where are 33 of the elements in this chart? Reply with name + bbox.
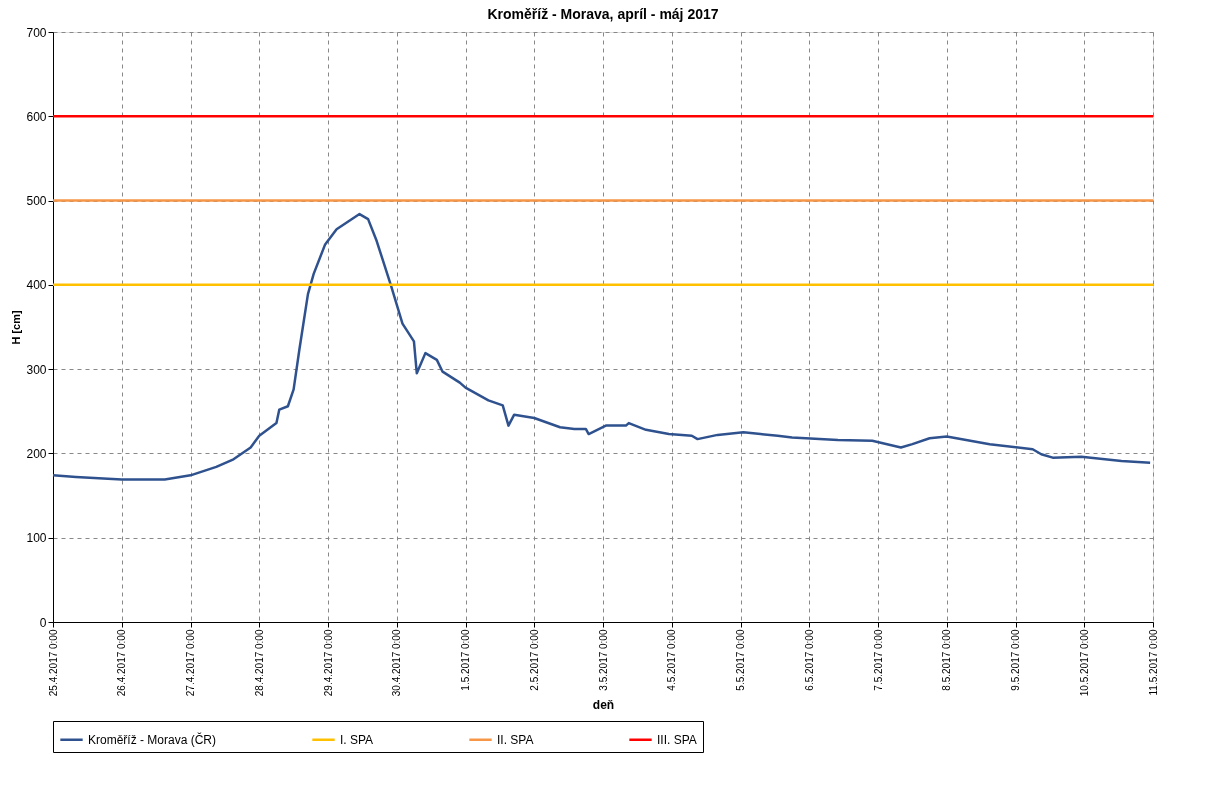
- y-tick-label: 700: [26, 25, 47, 40]
- x-tick-label: 9.5.2017 0:00: [1010, 629, 1021, 691]
- x-tick-label: 6.5.2017 0:00: [803, 629, 815, 691]
- x-tick-label: 7.5.2017 0:00: [872, 629, 884, 691]
- y-tick-label: 600: [26, 109, 47, 124]
- x-tick-label: 28.4.2017 0:00: [253, 629, 265, 697]
- y-axis-title: H [cm]: [10, 310, 23, 345]
- legend-label: II. SPA: [497, 732, 534, 747]
- x-tick-label: 11.5.2017 0:00: [1147, 629, 1159, 696]
- y-tick-label: 100: [26, 531, 47, 546]
- y-tick-label: 500: [26, 194, 47, 209]
- y-tick-label: 300: [26, 362, 47, 377]
- x-tick-label: 2.5.2017 0:00: [528, 629, 540, 691]
- x-tick-label: 3.5.2017 0:00: [597, 629, 609, 691]
- y-tick-label: 200: [26, 446, 47, 461]
- x-tick-label: 4.5.2017 0:00: [666, 629, 678, 691]
- x-tick-label: 30.4.2017 0:00: [391, 629, 403, 697]
- x-tick-label: 29.4.2017 0:00: [322, 629, 334, 697]
- y-tick-label: 0: [39, 615, 47, 630]
- x-tick-label: 8.5.2017 0:00: [941, 629, 953, 691]
- legend-label: III. SPA: [657, 732, 697, 747]
- legend-label: I. SPA: [340, 732, 374, 747]
- x-tick-label: 26.4.2017 0:00: [116, 629, 128, 697]
- x-tick-label: 25.4.2017 0:00: [47, 629, 59, 697]
- chart-title: Kroměříž - Morava, apríl - máj 2017: [487, 6, 719, 22]
- x-tick-label: 1.5.2017 0:00: [460, 629, 471, 691]
- x-tick-label: 5.5.2017 0:00: [735, 629, 746, 691]
- x-tick-label: 10.5.2017 0:00: [1078, 629, 1090, 697]
- legend-label: Kroměříž - Morava (ČR): [88, 731, 217, 747]
- x-tick-label: 27.4.2017 0:00: [185, 629, 196, 697]
- y-tick-label: 400: [26, 278, 47, 293]
- x-axis-title: deň: [592, 698, 615, 713]
- line-series: [51, 212, 1152, 481]
